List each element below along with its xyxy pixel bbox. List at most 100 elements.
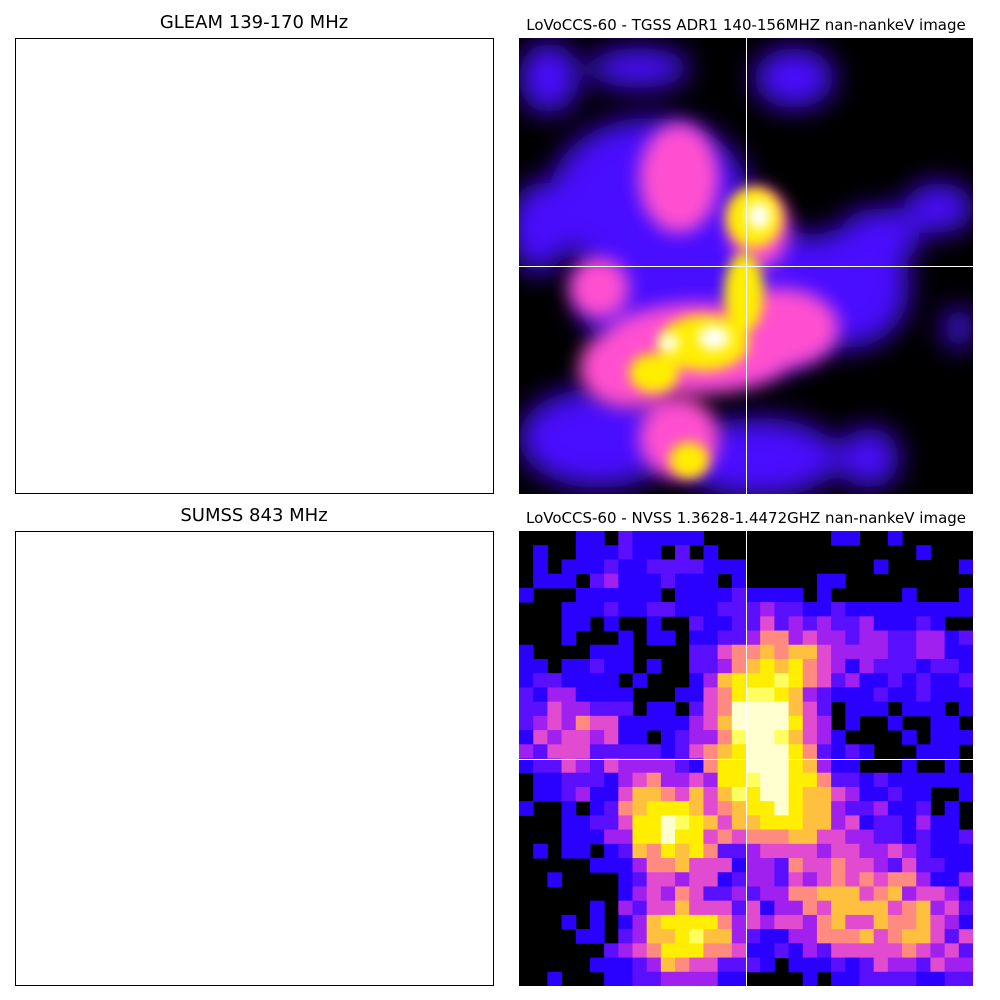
nvss-pixel [760,730,775,745]
nvss-pixel [958,701,973,717]
nvss-pixel [731,914,747,930]
nvss-pixel [802,815,818,831]
nvss-pixel [731,929,747,944]
nvss-pixel [859,744,875,759]
nvss-pixel [618,786,633,802]
nvss-pixel [816,914,832,930]
nvss-pixel [831,858,846,873]
nvss-pixel [547,872,563,887]
nvss-pixel [746,644,761,660]
nvss-pixel [717,801,733,816]
nvss-pixel [717,715,733,731]
nvss-pixel [788,658,804,674]
nvss-pixel [831,843,846,859]
nvss-pixel [519,658,534,674]
nvss-pixel [703,858,719,873]
nvss-pixel [944,872,960,887]
nvss-pixel [916,744,931,759]
nvss-pixel [930,701,946,717]
nvss-pixel [788,630,804,646]
nvss-pixel [575,701,591,717]
nvss-pixel [859,616,875,632]
panel-title-nvss: LoVoCCS-60 - NVSS 1.3628-1.4472GHZ nan-n… [525,509,967,527]
nvss-pixel [632,815,648,831]
nvss-pixel [944,843,960,859]
nvss-pixel [802,943,818,959]
nvss-pixel [646,658,662,674]
nvss-pixel [589,573,605,589]
nvss-pixel [547,673,563,688]
nvss-pixel [703,900,719,916]
nvss-pixel [646,786,662,802]
nvss-pixel [632,929,648,944]
nvss-pixel [618,602,633,617]
nvss-pixel [944,602,960,617]
nvss-pixel [816,616,832,632]
nvss-pixel [930,630,946,646]
nvss-pixel [831,872,846,887]
nvss-pixel [519,644,534,660]
nvss-pixel [902,957,917,973]
nvss-pixel [831,914,846,930]
nvss-pixel [958,971,973,986]
nvss-pixel [930,644,946,660]
nvss-pixel [589,900,605,916]
nvss-pixel [746,943,761,959]
nvss-pixel [958,886,973,902]
nvss-pixel [930,744,946,759]
nvss-pixel [519,701,534,717]
nvss-pixel [519,587,534,603]
nvss-pixel [845,531,860,546]
nvss-pixel [930,858,946,873]
nvss-pixel [746,630,761,646]
nvss-pixel [717,914,733,930]
sumss-empty-panel [15,531,494,986]
nvss-pixel [717,673,733,688]
nvss-pixel [731,658,747,674]
nvss-pixel [703,673,719,688]
nvss-pixel [575,744,591,759]
nvss-pixel [760,701,775,717]
nvss-pixel [760,715,775,731]
nvss-pixel [859,687,875,703]
nvss-pixel [873,971,889,986]
nvss-pixel [547,786,563,802]
nvss-pixel [816,715,832,731]
nvss-pixel [859,843,875,859]
nvss-pixel [646,943,662,959]
nvss-pixel [944,744,960,759]
nvss-pixel [845,900,860,916]
nvss-pixel [958,644,973,660]
nvss-pixel [575,715,591,731]
nvss-pixel [958,957,973,973]
nvss-pixel [604,687,619,703]
nvss-pixel [859,929,875,944]
nvss-pixel [831,957,846,973]
nvss-pixel [887,644,903,660]
panel-title-gleam: GLEAM 139-170 MHz [159,12,349,33]
nvss-pixel [675,531,690,546]
nvss-pixel [632,829,648,845]
nvss-pixel [660,929,676,944]
nvss-pixel [746,886,761,902]
nvss-pixel [561,616,577,632]
nvss-pixel [958,943,973,959]
nvss-pixel [902,772,917,788]
nvss-pixel [689,531,704,546]
nvss-pixel [703,943,719,959]
nvss-pixel [646,559,662,575]
nvss-pixel [774,730,790,745]
nvss-pixel [689,658,704,674]
nvss-pixel [760,587,775,603]
nvss-pixel [589,559,605,575]
nvss-pixel [547,758,563,774]
nvss-pixel [831,658,846,674]
nvss-pixel [816,786,832,802]
nvss-pixel [703,886,719,902]
nvss-pixel [689,744,704,759]
nvss-pixel [831,971,846,986]
nvss-pixel [632,559,648,575]
nvss-pixel [930,843,946,859]
nvss-pixel [675,914,690,930]
nvss-pixel [944,801,960,816]
